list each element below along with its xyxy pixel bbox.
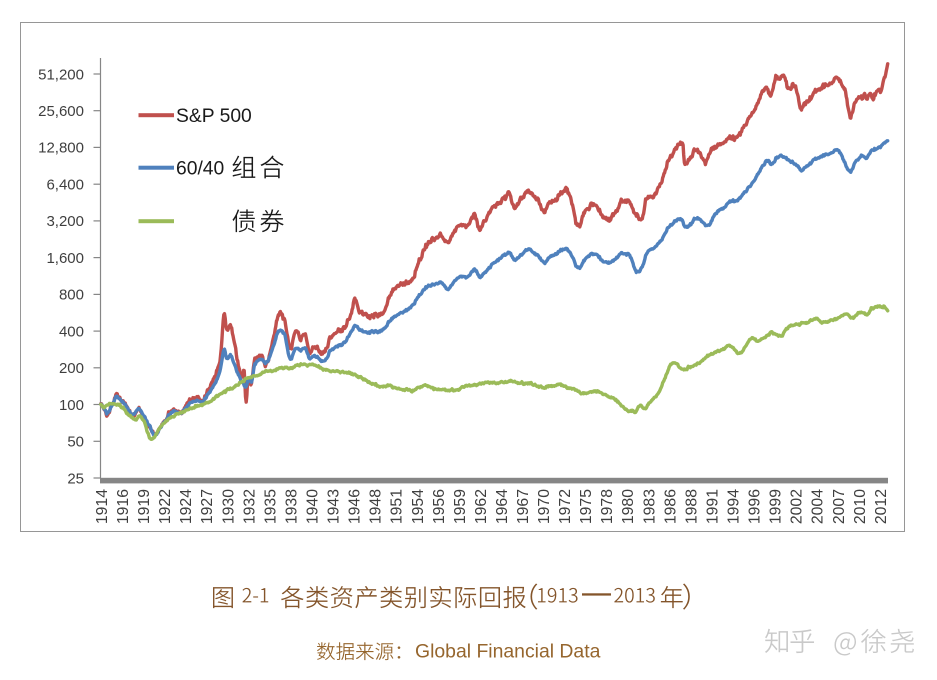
svg-text:2010: 2010 [852,489,869,524]
svg-text:12,800: 12,800 [38,140,84,157]
svg-text:1967: 1967 [515,489,532,524]
svg-text:1999: 1999 [768,489,785,524]
svg-text:25: 25 [67,470,84,487]
svg-text:1954: 1954 [410,489,427,524]
svg-text:1943: 1943 [326,489,343,524]
svg-text:1962: 1962 [473,489,490,524]
svg-text:1914: 1914 [94,489,111,524]
svg-text:1959: 1959 [452,489,469,524]
svg-text:2004: 2004 [810,489,827,524]
svg-text:1983: 1983 [641,489,658,524]
svg-text:1940: 1940 [305,489,322,524]
svg-text:1946: 1946 [347,489,364,524]
svg-text:1919: 1919 [136,489,153,524]
svg-text:3,200: 3,200 [46,213,84,230]
svg-text:50: 50 [67,434,84,451]
svg-text:1927: 1927 [199,489,216,524]
svg-text:2002: 2002 [789,489,806,524]
svg-text:1935: 1935 [262,489,279,524]
svg-text:1978: 1978 [599,489,616,524]
svg-text:1991: 1991 [705,489,722,524]
svg-text:1,600: 1,600 [46,250,84,267]
svg-text:1956: 1956 [431,489,448,524]
svg-text:1951: 1951 [389,489,406,524]
svg-text:6,400: 6,400 [46,177,84,194]
svg-text:S&P 500: S&P 500 [176,106,252,127]
svg-text:2012: 2012 [873,489,890,524]
svg-text:1975: 1975 [578,489,595,524]
svg-text:1986: 1986 [662,489,679,524]
svg-text:60/40: 60/40 [176,159,224,180]
svg-text:2007: 2007 [831,489,848,524]
svg-text:800: 800 [59,287,84,304]
svg-text:1994: 1994 [726,489,743,524]
svg-text:1932: 1932 [241,489,258,524]
svg-text:400: 400 [59,323,84,340]
svg-text:1930: 1930 [220,489,237,524]
svg-text:200: 200 [59,360,84,377]
svg-text:1964: 1964 [494,489,511,524]
svg-text:51,200: 51,200 [38,66,84,83]
svg-text:100: 100 [59,397,84,414]
svg-text:Global Financial Data: Global Financial Data [415,641,601,663]
svg-text:1916: 1916 [115,489,132,524]
svg-text:1922: 1922 [157,489,174,524]
svg-text:1996: 1996 [747,489,764,524]
svg-text:1972: 1972 [557,489,574,524]
svg-text:1948: 1948 [368,489,385,524]
svg-text:1938: 1938 [283,489,300,524]
svg-text:1980: 1980 [620,489,637,524]
svg-text:1970: 1970 [536,489,553,524]
svg-text:25,600: 25,600 [38,103,84,120]
svg-text:1988: 1988 [683,489,700,524]
svg-text:1924: 1924 [178,489,195,524]
